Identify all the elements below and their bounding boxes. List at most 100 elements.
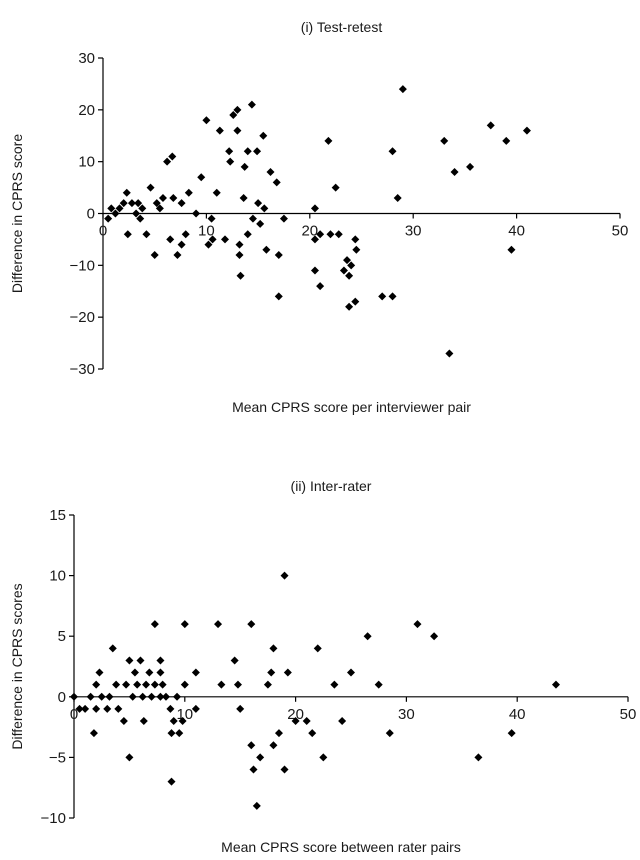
data-point [522,126,531,135]
data-point [385,729,394,738]
data-point [319,753,328,762]
data-point [192,209,201,218]
data-point [97,692,106,701]
data-point [262,245,271,254]
data-point [279,214,288,223]
x-tick-label: 10 [176,706,193,723]
data-point [259,131,268,140]
data-point [156,668,165,677]
data-point [233,126,242,135]
data-point [345,302,354,311]
data-point [247,741,256,750]
data-point [326,230,335,239]
data-point [440,136,449,145]
data-point [254,199,263,208]
data-point [191,704,200,713]
data-point [214,620,223,629]
data-point [136,656,145,665]
data-point [256,753,265,762]
data-point [248,214,257,223]
data-point [136,214,145,223]
data-point [215,126,224,135]
data-point [280,765,289,774]
data-point [180,620,189,629]
data-point [267,668,276,677]
data-point [75,704,84,713]
data-point [266,168,275,177]
data-point [175,729,184,738]
data-point [388,147,397,156]
data-point [112,680,121,689]
data-point [146,183,155,192]
x-tick-label: 10 [198,223,215,240]
data-point [133,680,142,689]
data-point [92,704,101,713]
data-point [134,199,143,208]
data-point [125,656,134,665]
data-point [339,266,348,275]
data-point [111,209,120,218]
data-point [283,668,292,677]
data-point [236,271,245,280]
y-tick-label: −5 [49,749,66,766]
data-point [138,204,147,213]
x-tick-label: 40 [508,223,525,240]
data-point [168,152,177,161]
y-tick-label: 0 [58,689,66,706]
data-point [310,204,319,213]
data-point [150,250,159,259]
data-point [274,729,283,738]
data-point [104,214,113,223]
data-point [166,704,175,713]
x-tick-label: 30 [398,706,415,723]
data-point [226,157,235,166]
data-point [249,765,258,774]
y-tick-label: −10 [41,810,66,827]
data-point [225,147,234,156]
data-point [167,729,176,738]
data-point [343,256,352,265]
data-point [142,230,151,239]
data-point [551,680,560,689]
y-tick-label: 10 [78,154,95,171]
data-point [302,717,311,726]
data-point [138,692,147,701]
data-point [191,668,200,677]
x-tick-label: 40 [509,706,526,723]
data-point [256,219,265,228]
data-point [363,632,372,641]
data-point [86,692,95,701]
data-point [313,644,322,653]
data-point [243,147,252,156]
data-point [166,235,175,244]
data-point [132,209,141,218]
data-point [108,644,117,653]
data-point [502,136,511,145]
data-point [163,157,172,166]
data-point [156,656,165,665]
x-tick-label: 50 [612,223,629,240]
data-point [173,250,182,259]
data-point [181,230,190,239]
data-point [177,240,186,249]
data-point [208,235,217,244]
data-point [173,692,182,701]
data-point [207,214,216,223]
data-point [378,292,387,301]
y-tick-label: 0 [87,206,95,223]
y-tick-label: −10 [70,257,95,274]
data-point [202,116,211,125]
x-tick-label: 50 [620,706,637,723]
data-point [152,199,161,208]
data-point [263,680,272,689]
data-point [347,668,355,677]
y-tick-label: −20 [70,309,95,326]
x-tick-label: 0 [70,706,78,723]
data-point [253,147,262,156]
data-point [115,204,124,213]
data-point [310,235,319,244]
data-point [347,261,356,270]
data-point [122,680,131,689]
